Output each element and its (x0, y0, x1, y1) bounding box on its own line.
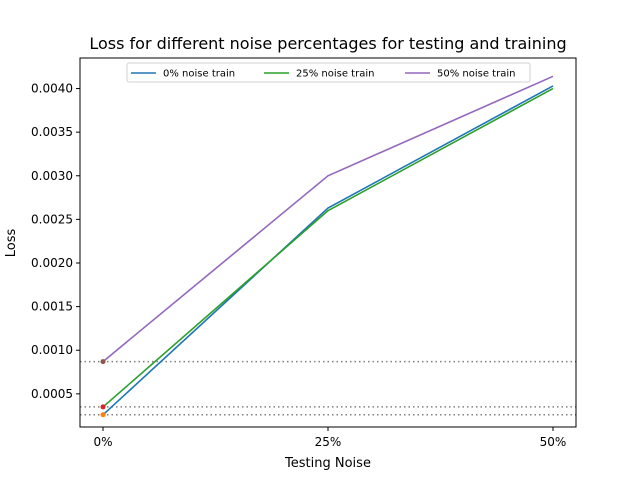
series-line-0 (102, 85, 554, 416)
legend-label-1: 25% noise train (296, 69, 374, 80)
x-axis-label: Testing Noise (284, 456, 371, 471)
legend: 0% noise train 25% noise train 50% noise t… (126, 62, 531, 83)
y-tick-label: 0.0005 (31, 387, 73, 401)
y-axis-label: Loss (4, 229, 19, 258)
x-tick-label: 25% (315, 435, 342, 449)
plot-area (80, 75, 576, 418)
y-tick-label: 0.0025 (31, 212, 73, 226)
y-tick-label: 0.0035 (31, 125, 73, 139)
marker-point-0 (100, 412, 106, 418)
y-tick-label: 0.0010 (31, 343, 73, 357)
y-axis: 0.0005 0.0010 0.0015 0.0020 0.0025 0.0030 0.00… (31, 82, 80, 401)
chart-title: Loss for different noise percentages for… (89, 34, 566, 53)
x-axis: 0% 25% 50% (93, 427, 566, 449)
series-line-1 (102, 87, 554, 408)
y-tick-label: 0.0020 (31, 256, 73, 270)
y-tick-label: 0.0015 (31, 300, 73, 314)
x-tick-label: 0% (93, 435, 112, 449)
y-tick-label: 0.0040 (31, 82, 73, 96)
y-tick-label: 0.0030 (31, 169, 73, 183)
marker-point-2 (100, 359, 106, 365)
legend-label-0: 0% noise train (163, 69, 235, 80)
marker-point-1 (100, 404, 106, 410)
x-tick-label: 50% (540, 435, 567, 449)
legend-label-2: 50% noise train (437, 69, 515, 80)
series-line-2 (102, 75, 554, 363)
legend-box (126, 62, 531, 83)
